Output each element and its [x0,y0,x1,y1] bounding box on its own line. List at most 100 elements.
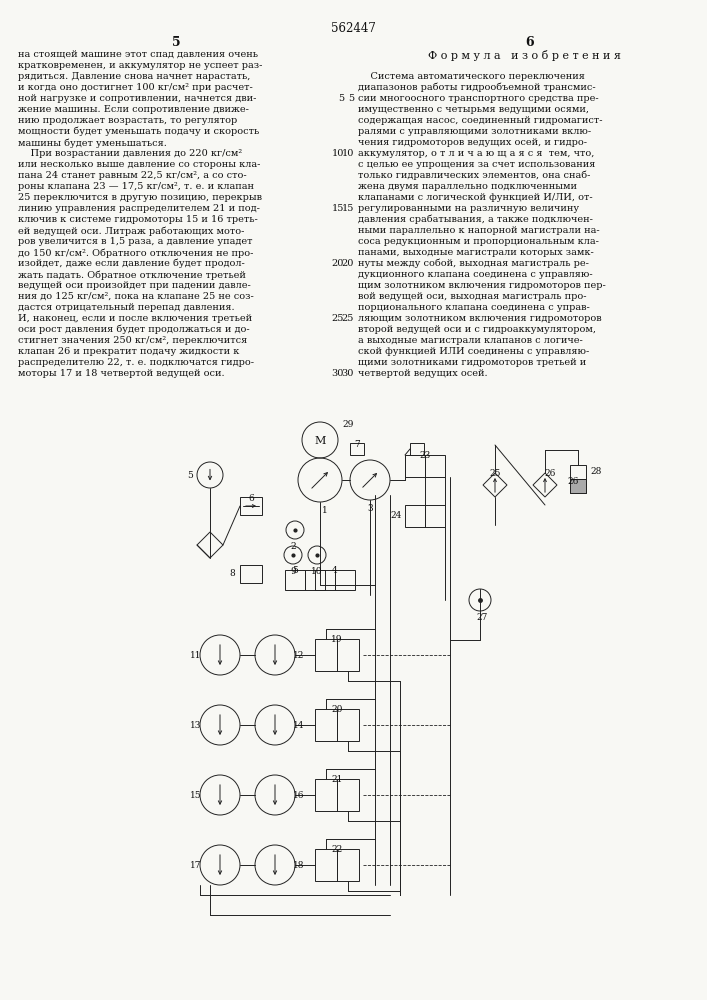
Text: 29: 29 [342,420,354,429]
Text: 16: 16 [293,790,305,800]
Bar [337,639,359,671]
Bar [570,465,586,493]
Bar [337,779,359,811]
Text: 20: 20 [332,705,343,714]
Bar [315,639,337,671]
Text: 6: 6 [526,36,534,49]
Text: второй ведущей оси и с гидроаккумулятором,: второй ведущей оси и с гидроаккумуляторо… [358,325,596,334]
Text: роны клапана 23 — 17,5 кг/см², т. е. и клапан: роны клапана 23 — 17,5 кг/см², т. е. и к… [18,182,254,191]
Text: сии многоосного транспортного средства пре-: сии многоосного транспортного средства п… [358,94,599,103]
Text: ключив к системе гидромоторы 15 и 16 треть-: ключив к системе гидромоторы 15 и 16 тре… [18,215,258,224]
Text: ей ведущей оси. Литраж работающих мото-: ей ведущей оси. Литраж работающих мото- [18,226,245,235]
Text: ров увеличится в 1,5 раза, а давление упадет: ров увеличится в 1,5 раза, а давление уп… [18,237,252,246]
Bar [285,570,305,590]
Text: 30: 30 [341,369,354,378]
Bar [337,709,359,741]
Text: ской функцией ИЛИ соединены с управляю-: ской функцией ИЛИ соединены с управляю- [358,347,589,356]
Text: 6: 6 [248,494,254,503]
Text: Система автоматического переключения: Система автоматического переключения [358,72,585,81]
Bar [405,505,425,527]
Bar [305,570,325,590]
Text: щим золотником включения гидромоторов пер-: щим золотником включения гидромоторов пе… [358,281,606,290]
Text: 12: 12 [293,650,305,660]
Text: 13: 13 [190,720,201,730]
Text: с целью ее упрощения за счет использования: с целью ее упрощения за счет использован… [358,160,595,169]
Text: содержащая насос, соединенный гидромагист-: содержащая насос, соединенный гидромагис… [358,116,602,125]
Text: 20: 20 [332,259,344,268]
Bar [315,709,337,741]
Text: ными параллельно к напорной магистрали на-: ными параллельно к напорной магистрали н… [358,226,600,235]
Bar [315,849,337,881]
Text: машины будет уменьшаться.: машины будет уменьшаться. [18,138,167,147]
Bar [405,455,425,477]
Text: оси рост давления будет продолжаться и до-: оси рост давления будет продолжаться и д… [18,325,250,334]
Text: до 150 кг/см². Обратного отключения не про-: до 150 кг/см². Обратного отключения не п… [18,248,253,257]
Text: моторы 17 и 18 четвертой ведущей оси.: моторы 17 и 18 четвертой ведущей оси. [18,369,225,378]
Text: и когда оно достигнет 100 кг/см² при расчет-: и когда оно достигнет 100 кг/см² при рас… [18,83,252,92]
Bar [350,443,364,455]
Text: соса редукционным и пропорциональным кла-: соса редукционным и пропорциональным кла… [358,237,599,246]
Text: клапан 26 и прекратит подачу жидкости к: клапан 26 и прекратит подачу жидкости к [18,347,240,356]
Text: 28: 28 [590,468,602,477]
Text: 17: 17 [190,860,201,869]
Text: нуты между собой, выходная магистраль ре-: нуты между собой, выходная магистраль ре… [358,259,589,268]
Text: щими золотниками гидромоторов третьей и: щими золотниками гидромоторов третьей и [358,358,586,367]
Text: 21: 21 [332,775,343,784]
Text: 5: 5 [172,36,180,49]
Text: 9: 9 [290,567,296,576]
Text: жена двумя параллельно подключенными: жена двумя параллельно подключенными [358,182,577,191]
Text: 19: 19 [332,635,343,644]
Bar [425,455,445,477]
Text: ведущей оси произойдет при падении давле-: ведущей оси произойдет при падении давле… [18,281,251,290]
Bar [240,497,262,515]
Bar [335,570,355,590]
Text: изойдет, даже если давление будет продол-: изойдет, даже если давление будет продол… [18,259,245,268]
Text: только гидравлических элементов, она снаб-: только гидравлических элементов, она сна… [358,171,590,180]
Text: аккумулятор, о т л и ч а ю щ а я с я  тем, что,: аккумулятор, о т л и ч а ю щ а я с я тем… [358,149,595,158]
Text: стигнет значения 250 кг/см², переключится: стигнет значения 250 кг/см², переключитс… [18,336,247,345]
Text: 7: 7 [354,440,360,449]
Text: 26: 26 [567,477,578,486]
Text: четвертой ведущих осей.: четвертой ведущих осей. [358,369,488,378]
Text: рядиться. Давление снова начнет нарастать,: рядиться. Давление снова начнет нарастат… [18,72,250,81]
Text: дастся отрицательный перепад давления.: дастся отрицательный перепад давления. [18,303,235,312]
Text: клапанами с логической функцией И/ЛИ, от-: клапанами с логической функцией И/ЛИ, от… [358,193,592,202]
Text: жение машины. Если сопротивление движе-: жение машины. Если сопротивление движе- [18,105,249,114]
Text: или несколько выше давление со стороны кла-: или несколько выше давление со стороны к… [18,160,260,169]
Text: диапазонов работы гидрообъемной трансмис-: диапазонов работы гидрообъемной трансмис… [358,83,595,93]
Bar [315,570,335,590]
Text: 30: 30 [332,369,344,378]
Text: 27: 27 [477,613,488,622]
Text: 562447: 562447 [331,22,376,35]
Text: 2: 2 [290,542,296,551]
Text: ралями с управляющими золотниками вклю-: ралями с управляющими золотниками вклю- [358,127,591,136]
Text: И, наконец, если и после включения третьей: И, наконец, если и после включения треть… [18,314,252,323]
Text: 5: 5 [187,471,193,480]
Text: а выходные магистрали клапанов с логиче-: а выходные магистрали клапанов с логиче- [358,336,583,345]
Text: на стоящей машине этот спад давления очень: на стоящей машине этот спад давления оче… [18,50,258,59]
Text: 18: 18 [293,860,305,869]
Bar [315,779,337,811]
Text: 5: 5 [292,566,298,575]
Text: дукционного клапана соединена с управляю-: дукционного клапана соединена с управляю… [358,270,592,279]
Text: 25: 25 [341,314,354,323]
Text: 15: 15 [332,204,344,213]
Text: регулированными на различную величину: регулированными на различную величину [358,204,579,213]
Text: ния до 125 кг/см², пока на клапане 25 не соз-: ния до 125 кг/см², пока на клапане 25 не… [18,292,254,301]
Text: 5: 5 [348,94,354,103]
Text: 11: 11 [190,650,201,660]
Text: 4: 4 [332,566,338,575]
Text: 15: 15 [341,204,354,213]
Text: линию управления распределителем 21 и под-: линию управления распределителем 21 и по… [18,204,260,213]
Text: 24: 24 [391,512,402,520]
Text: М: М [315,436,326,446]
Text: 25: 25 [332,314,344,323]
Text: распределителю 22, т. е. подключатся гидро-: распределителю 22, т. е. подключатся гид… [18,358,254,367]
Text: кратковременен, и аккумулятор не успеет раз-: кратковременен, и аккумулятор не успеет … [18,61,262,70]
Text: 15: 15 [190,790,201,800]
Text: пана 24 станет равным 22,5 кг/см², а со сто-: пана 24 станет равным 22,5 кг/см², а со … [18,171,247,180]
Text: 22: 22 [332,845,343,854]
Text: 20: 20 [341,259,354,268]
Text: 3: 3 [367,504,373,513]
Text: жать падать. Обратное отключение третьей: жать падать. Обратное отключение третьей [18,270,246,279]
